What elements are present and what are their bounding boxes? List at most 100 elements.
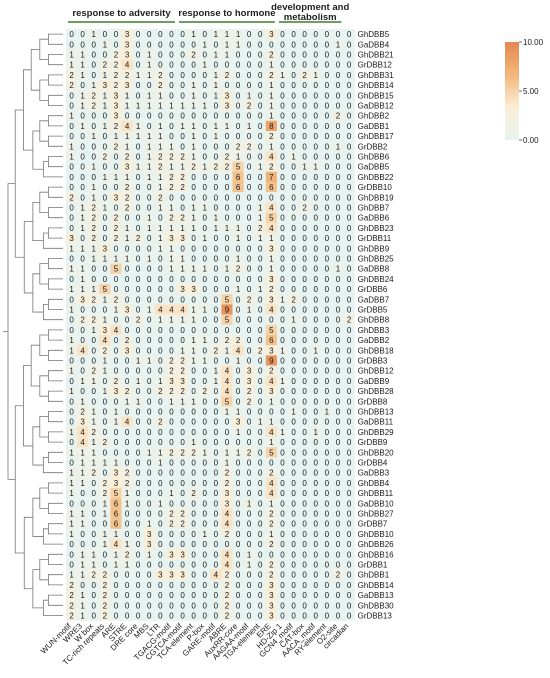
- cell-value: 0: [225, 183, 230, 192]
- cell-value: 1: [92, 132, 97, 141]
- row-label: GrDBB4: [358, 459, 388, 468]
- heatmap-cell: [343, 447, 355, 458]
- heatmap-cell: [143, 273, 155, 285]
- cell-value: 3: [125, 51, 130, 60]
- heatmap-cell: [321, 528, 333, 540]
- cell-value: 0: [302, 561, 307, 570]
- heatmap-cell: [77, 416, 89, 427]
- cell-value: 1: [147, 163, 152, 172]
- cell-value: 2: [225, 612, 230, 621]
- cell-value: 0: [203, 255, 208, 264]
- cell-value: 0: [158, 346, 163, 355]
- heatmap-cell: [165, 345, 178, 356]
- cell-value: 0: [247, 71, 252, 80]
- heatmap-cell: [265, 508, 278, 519]
- cell-value: 6: [114, 520, 119, 529]
- cell-value: 0: [169, 530, 174, 539]
- cell-value: 1: [69, 61, 74, 70]
- row-label: GaDBB4: [358, 40, 390, 49]
- cell-value: 0: [302, 510, 307, 519]
- heatmap-cell: [232, 90, 244, 101]
- cell-value: 1: [236, 285, 241, 294]
- heatmap-cell: [99, 161, 111, 172]
- cell-value: 0: [214, 255, 219, 264]
- cell-value: 1: [125, 255, 130, 264]
- heatmap-cell: [110, 437, 122, 448]
- heatmap-cell: [254, 161, 266, 172]
- cell-value: 0: [80, 357, 85, 366]
- cell-value: 0: [136, 561, 141, 570]
- cell-value: 0: [236, 591, 241, 600]
- cell-value: 3: [269, 244, 274, 253]
- cell-value: 0: [247, 357, 252, 366]
- heatmap-cell: [154, 100, 167, 111]
- cell-value: 0: [169, 285, 174, 294]
- heatmap-cell: [165, 100, 178, 111]
- cell-value: 0: [203, 510, 208, 519]
- cell-value: 1: [314, 428, 319, 437]
- heatmap-cell: [299, 335, 311, 346]
- cell-value: 0: [92, 397, 97, 406]
- heatmap-cell: [88, 100, 100, 111]
- heatmap-cell: [132, 335, 144, 346]
- cell-value: 0: [125, 367, 130, 376]
- row-label: GaDBB12: [358, 102, 395, 111]
- cell-value: 1: [125, 489, 130, 498]
- heatmap-cell: [199, 100, 211, 111]
- heatmap-cell: [232, 386, 244, 397]
- heatmap-cell: [243, 518, 255, 529]
- heatmap-cell: [110, 335, 122, 346]
- heatmap-cell: [99, 263, 111, 274]
- cell-value: 2: [191, 163, 196, 172]
- cell-value: 0: [147, 346, 152, 355]
- heatmap-cell: [321, 80, 333, 91]
- heatmap-cell: [165, 508, 178, 519]
- cell-value: 2: [247, 448, 252, 457]
- cell-value: 0: [258, 581, 263, 590]
- cell-value: 0: [169, 275, 174, 284]
- dendrogram-branch: [48, 186, 63, 198]
- row-label: GaDBB1: [358, 122, 390, 131]
- heatmap-cell: [132, 171, 144, 183]
- cell-value: 0: [336, 489, 341, 498]
- heatmap-cell: [77, 263, 89, 274]
- cell-value: 2: [225, 601, 230, 610]
- heatmap-cell: [165, 182, 178, 193]
- cell-value: 0: [314, 173, 319, 182]
- cell-value: 0: [325, 234, 330, 243]
- cell-value: 2: [169, 153, 174, 162]
- heatmap-cell: [288, 192, 300, 203]
- cell-value: 1: [214, 91, 219, 100]
- heatmap-cell: [77, 488, 89, 499]
- heatmap-cell: [154, 539, 167, 550]
- heatmap-cell: [77, 212, 89, 223]
- heatmap-cell: [88, 477, 100, 489]
- cell-value: 0: [247, 469, 252, 478]
- cell-value: 0: [180, 275, 185, 284]
- heatmap-cell: [99, 39, 111, 50]
- heatmap-cell: [121, 335, 133, 346]
- heatmap-cell: [143, 90, 155, 101]
- heatmap-cell: [132, 222, 144, 234]
- heatmap-cell: [221, 69, 233, 81]
- heatmap-cell: [299, 386, 311, 397]
- cell-value: 0: [225, 244, 230, 253]
- cell-value: 2: [180, 214, 185, 223]
- heatmap-cell: [232, 467, 244, 478]
- cell-value: 1: [114, 561, 119, 570]
- heatmap-cell: [254, 141, 266, 152]
- cell-value: 0: [136, 601, 141, 610]
- heatmap-cell: [243, 100, 255, 111]
- cell-value: 0: [302, 30, 307, 39]
- heatmap-cell: [132, 273, 144, 285]
- cell-value: 0: [280, 102, 285, 111]
- heatmap-cell: [110, 39, 122, 50]
- heatmap-cell: [121, 161, 133, 172]
- heatmap-cell: [310, 29, 322, 40]
- heatmap-cell: [154, 386, 167, 397]
- heatmap-cell: [199, 508, 211, 519]
- heatmap-cell: [199, 222, 211, 234]
- cell-value: 0: [92, 591, 97, 600]
- cell-value: 0: [314, 316, 319, 325]
- heatmap-cell: [132, 406, 144, 417]
